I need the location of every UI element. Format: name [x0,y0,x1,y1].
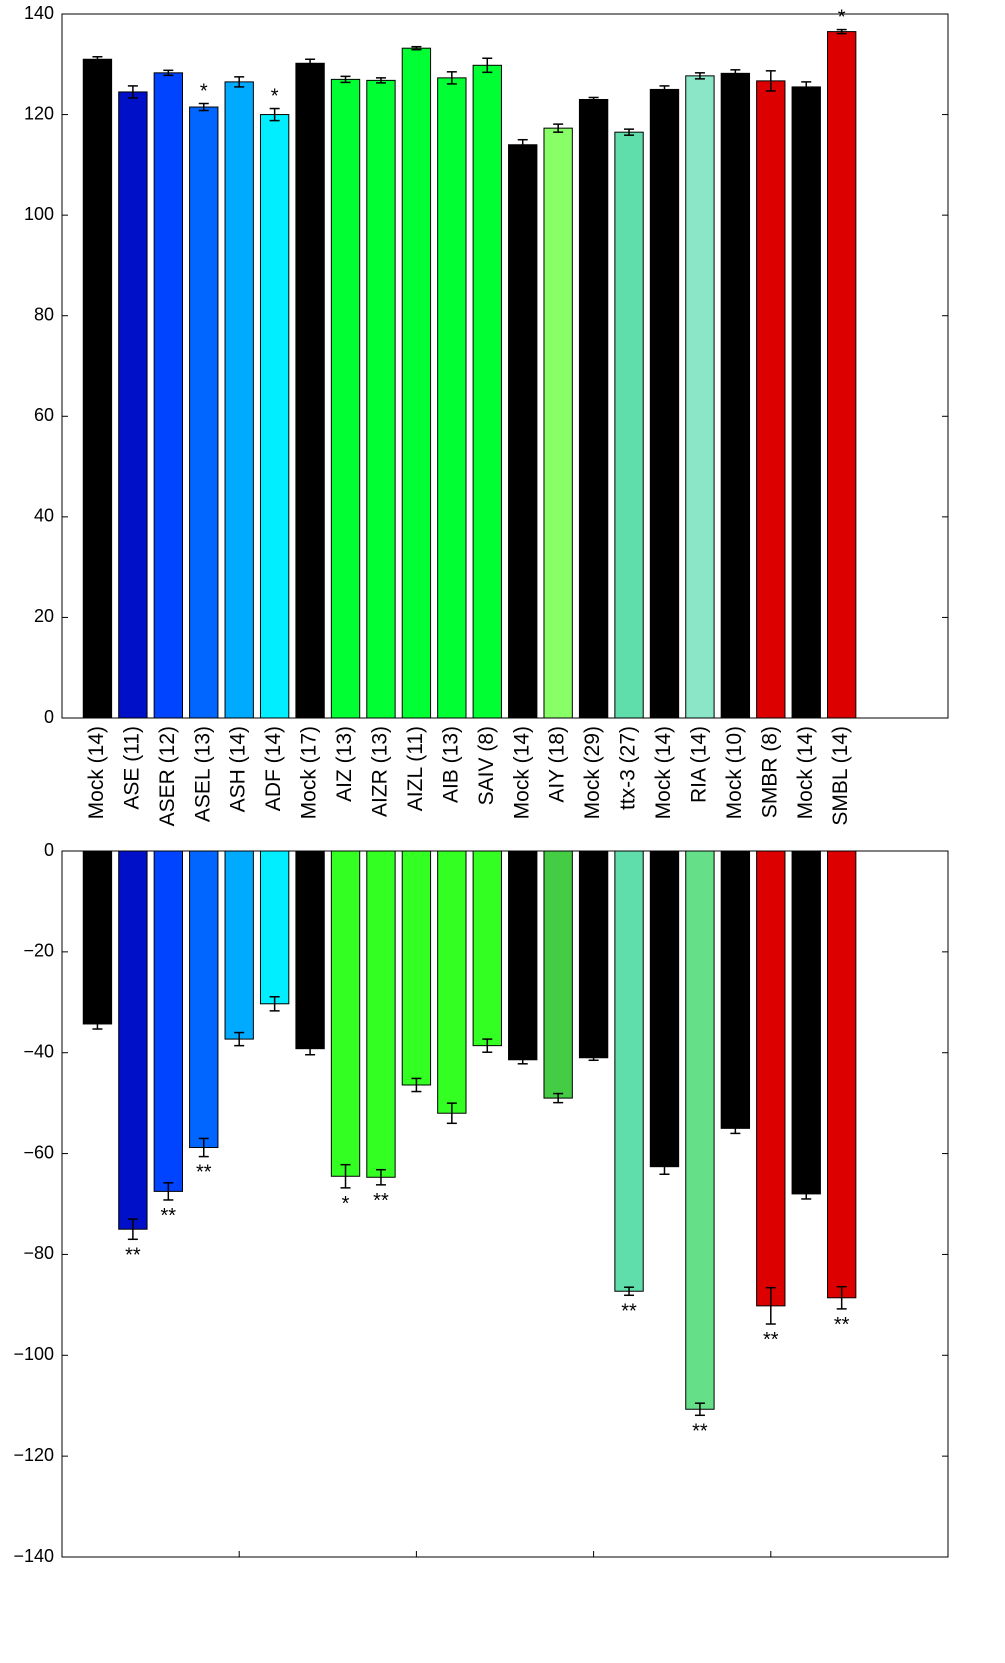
y-tick-label: −40 [23,1041,54,1061]
x-tick-label: ASEL (13) [191,726,214,822]
bar [118,850,148,1230]
plot-frame [61,13,949,719]
bar [720,850,751,1129]
y-tick-label: −60 [23,1142,54,1162]
bar [295,850,325,1050]
significance: ** [692,1420,708,1442]
bar [366,850,396,1178]
bar [189,850,219,1149]
significance: ** [834,1314,850,1336]
bar [295,62,325,719]
y-tick-label: −140 [13,1546,54,1566]
y-tick-label: 100 [24,204,54,224]
significance: ** [125,1244,141,1266]
x-tick-label: Mock (29) [581,726,604,819]
y-tick-label: 120 [24,103,54,123]
bar [118,91,148,719]
x-tick-label: Mock (17) [298,726,321,819]
x-tick-label: SMBL (14) [829,726,852,826]
x-tick-label: ttx-3 (27) [617,726,640,810]
x-tick-label: ASE (11) [120,726,143,810]
bar [578,850,609,1059]
x-tick-label: Mock (14) [794,726,817,819]
significance: ** [161,1205,177,1227]
bar [685,850,715,1410]
bar [82,58,113,719]
y-tick-label: 140 [24,3,54,23]
bar [508,850,538,1061]
bar [330,78,361,719]
bar [614,850,644,1292]
x-tick-label: Mock (14) [652,726,675,819]
x-tick-label: AIZL (11) [404,726,427,811]
significance: ** [763,1329,779,1351]
bar [224,850,254,1040]
bar [153,850,183,1192]
x-tick-label: AIZR (13) [369,726,392,817]
significance: ** [196,1162,212,1184]
bar [543,850,573,1099]
bar [259,850,290,1005]
y-tick-label: 20 [34,606,54,626]
bar [401,850,432,1086]
bar [189,106,219,719]
bar [649,850,680,1168]
significance: ** [621,1300,637,1322]
y-tick-label: 80 [34,304,54,324]
x-tick-label: ADF (14) [262,726,285,811]
bar [366,79,396,719]
significance: ** [373,1190,389,1212]
bar [82,850,113,1025]
bar [649,88,680,719]
x-tick-label: Mock (14) [510,726,533,819]
bar [543,127,573,719]
bar [259,114,290,719]
significance: * [838,7,846,29]
x-tick-label: SMBR (8) [758,726,781,818]
y-tick-label: 0 [44,840,54,860]
y-tick-label: 60 [34,405,54,425]
x-tick-label: RIA (14) [687,726,710,803]
bar [224,81,254,719]
bar [827,850,857,1299]
significance: * [200,81,208,103]
bar [720,72,751,719]
bar [508,144,538,719]
y-tick-label: −80 [23,1243,54,1263]
bar [791,850,821,1195]
bar [437,850,467,1114]
bar [685,75,715,719]
x-tick-label: AIY (18) [546,726,569,803]
bar [401,47,432,719]
x-tick-label: AIB (13) [439,726,462,803]
plot-frame [61,850,949,1558]
y-tick-label: −100 [13,1344,54,1364]
y-tick-label: −20 [23,941,54,961]
x-tick-label: AIZ (13) [333,726,356,802]
y-tick-label: 0 [44,707,54,727]
bar [578,98,609,719]
significance: * [342,1193,350,1215]
x-tick-label: ASER (12) [156,726,179,826]
bar [330,850,361,1177]
bar [614,131,644,719]
y-tick-label: −120 [13,1445,54,1465]
bar [756,80,786,719]
bar [791,86,821,719]
bar [153,72,183,719]
x-tick-label: ASH (14) [227,726,250,812]
bar [472,64,502,719]
bar [437,77,467,719]
x-tick-label: SAIV (8) [475,726,498,805]
bar [472,850,502,1047]
x-tick-label: Mock (10) [723,726,746,819]
bar [756,850,786,1307]
significance: * [271,86,279,108]
y-tick-label: 40 [34,506,54,526]
x-tick-label: Mock (14) [85,726,108,819]
bar [827,31,857,719]
